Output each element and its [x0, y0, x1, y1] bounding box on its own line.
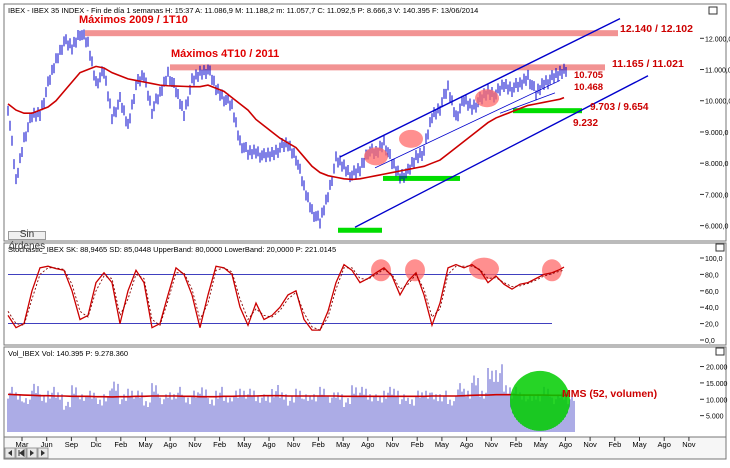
x-tick-label: May	[632, 440, 646, 449]
price-tick-label: 11.000,0	[705, 68, 730, 75]
price-tick-label: 12.000,0	[705, 36, 730, 43]
volume-tick-label: 15.000	[706, 381, 728, 388]
x-tick-label: Feb	[213, 440, 226, 449]
price-tick-label: 6.000,0	[705, 224, 728, 231]
support-zone-1	[383, 175, 460, 181]
x-tick-label: Ago	[658, 440, 671, 449]
scroll-left-button[interactable]	[4, 447, 16, 459]
x-tick-label: Feb	[608, 440, 621, 449]
x-tick-label: Ago	[559, 440, 572, 449]
stochastic-highlight-3	[542, 259, 562, 282]
stochastic-layer	[7, 257, 565, 331]
x-tick-label: Jun	[41, 440, 53, 449]
label-level-10705: 10.705	[574, 70, 604, 81]
label-resistance-12140: 12.140 / 12.102	[620, 23, 693, 35]
x-tick-label: Ago	[361, 440, 374, 449]
label-level-10468: 10.468	[574, 82, 603, 93]
resistance-zone-0	[85, 30, 618, 37]
skip-right-icon	[30, 450, 34, 456]
x-tick-label: May	[534, 440, 548, 449]
skip-left-icon	[18, 449, 25, 457]
stochastic-k-line	[7, 263, 565, 331]
price-tick-label: 7.000,0	[705, 192, 728, 199]
price-panel-header: IBEX - IBEX 35 INDEX - Fin de día 1 sema…	[8, 6, 478, 15]
stochastic-highlight-2	[469, 257, 499, 280]
price-moving-average	[7, 65, 565, 181]
orders-button-label: Sin órdenes	[9, 229, 46, 252]
stochastic-panel-header: Stochastic_IBEX SK: 88,9465 SD: 85,0448 …	[8, 245, 336, 254]
orders-button[interactable]: Sin órdenes	[8, 229, 46, 252]
volume-restore-icon[interactable]	[715, 347, 725, 356]
stochastic-panel-frame	[3, 242, 727, 346]
maximize-icon[interactable]	[708, 6, 718, 15]
price-tick-label: 10.000,0	[705, 99, 730, 106]
x-tick-label: May	[336, 440, 350, 449]
x-tick-label: Feb	[411, 440, 424, 449]
x-tick-label: Ago	[164, 440, 177, 449]
x-tick-label: Feb	[510, 440, 523, 449]
scroll-end-button[interactable]	[26, 447, 38, 459]
price-panel-frame	[3, 3, 727, 242]
stochastic-tick-label: 0,0	[705, 338, 715, 345]
x-tick-label: Dic	[91, 440, 102, 449]
annotation-maximos-2009: Máximos 2009 / 1T10	[79, 14, 188, 26]
x-tick-label: Nov	[485, 440, 499, 449]
arrow-right-icon	[41, 450, 45, 456]
x-tick-label: Nov	[682, 440, 696, 449]
support-zone-2	[338, 227, 382, 233]
label-volume-ma: MMS (52, volumen)	[562, 388, 657, 400]
price-tick-label: 9.000,0	[705, 130, 728, 137]
channel-line-2	[374, 80, 561, 169]
stochastic-tick-label: 40,0	[705, 305, 719, 312]
x-tick-label: Nov	[386, 440, 400, 449]
annotation-maximos-2011: Máximos 4T10 / 2011	[171, 48, 279, 60]
stochastic-highlight-1	[405, 259, 425, 282]
x-tick-label: Ago	[460, 440, 473, 449]
x-tick-label: Feb	[114, 440, 127, 449]
volume-tick-label: 10.000	[706, 397, 728, 404]
label-level-9232: 9.232	[573, 118, 598, 129]
stochastic-tick-label: 60,0	[705, 289, 719, 296]
stochastic-tick-label: 80,0	[705, 272, 719, 279]
x-tick-label: Feb	[312, 440, 325, 449]
channel-line-3	[499, 92, 556, 114]
scroll-start-button[interactable]	[15, 447, 27, 459]
arrow-left-icon	[8, 450, 12, 456]
stochastic-tick-label: 100,0	[705, 256, 723, 263]
price-layer	[7, 17, 649, 233]
volume-layer	[7, 364, 575, 432]
axis-layer: 12.000,0 11.000,0 10.000,0 9.000,0 8.000,0 7.…	[16, 36, 730, 449]
x-tick-label: Nov	[188, 440, 202, 449]
x-tick-label: Ago	[262, 440, 275, 449]
x-tick-label: May	[138, 440, 152, 449]
price-tick-label: 8.000,0	[705, 161, 728, 168]
stochastic-tick-label: 20,0	[705, 322, 719, 329]
x-tick-label: May	[435, 440, 449, 449]
time-axis-frame	[3, 436, 727, 460]
label-resistance-11165: 11.165 / 11.021	[612, 58, 684, 70]
stochastic-d-line	[7, 265, 565, 331]
volume-panel-header: Vol_IBEX Vol: 140.395 P: 9.278.360	[8, 349, 128, 358]
volume-highlight	[510, 370, 570, 431]
channel-line-1	[354, 75, 649, 228]
resistance-zone-1	[170, 64, 605, 71]
scroll-right-button[interactable]	[37, 447, 49, 459]
label-support-9703: 9.703 / 9.654	[590, 102, 649, 113]
support-zone-0	[513, 108, 582, 114]
channel-line-0	[339, 17, 621, 158]
price-highlight-2	[475, 89, 499, 108]
volume-tick-label: 20.000	[706, 365, 728, 372]
x-tick-label: Sep	[65, 440, 78, 449]
volume-moving-average	[7, 393, 568, 398]
x-tick-label: Mar	[16, 440, 29, 449]
x-tick-label: Nov	[583, 440, 597, 449]
price-highlight-0	[364, 147, 388, 166]
volume-tick-label: 5.000	[706, 414, 724, 421]
x-tick-label: Nov	[287, 440, 301, 449]
price-highlight-1	[399, 129, 423, 148]
restore-icon[interactable]	[715, 243, 725, 252]
x-tick-label: May	[237, 440, 251, 449]
